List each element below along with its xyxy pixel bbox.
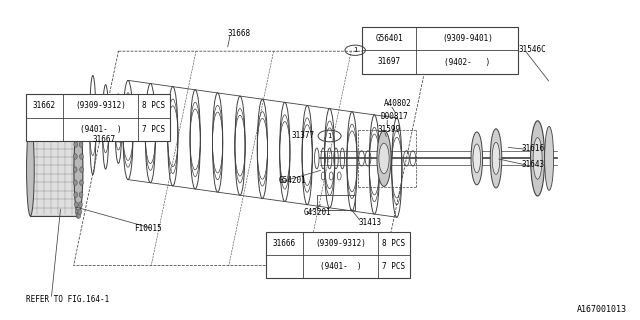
Text: 31413: 31413 <box>358 218 381 227</box>
Ellipse shape <box>76 213 80 218</box>
Text: 1: 1 <box>327 133 332 139</box>
Text: 31643: 31643 <box>522 160 545 169</box>
Text: (9309-9401): (9309-9401) <box>442 34 493 43</box>
Ellipse shape <box>377 130 391 186</box>
Text: F10015: F10015 <box>134 224 162 233</box>
Bar <box>266 232 410 278</box>
Text: 31668: 31668 <box>227 29 250 38</box>
Text: A167001013: A167001013 <box>577 305 627 314</box>
Ellipse shape <box>77 213 81 218</box>
Ellipse shape <box>76 121 80 126</box>
Text: 31546C: 31546C <box>518 45 546 54</box>
Text: 8 PCS: 8 PCS <box>142 101 165 110</box>
Text: 7 PCS: 7 PCS <box>142 125 165 134</box>
Ellipse shape <box>74 154 77 159</box>
Ellipse shape <box>74 192 77 197</box>
Text: 1: 1 <box>353 47 358 53</box>
Text: G56401: G56401 <box>375 34 403 43</box>
Text: (9309-9312): (9309-9312) <box>75 101 126 110</box>
Ellipse shape <box>379 143 389 173</box>
Text: 31667: 31667 <box>93 135 116 144</box>
Ellipse shape <box>492 142 500 174</box>
Text: G43201: G43201 <box>304 208 332 217</box>
Ellipse shape <box>79 202 83 207</box>
Ellipse shape <box>79 167 83 172</box>
Ellipse shape <box>78 209 82 215</box>
Text: 31666: 31666 <box>273 239 296 248</box>
Text: 31616: 31616 <box>522 144 545 153</box>
Text: D00817: D00817 <box>381 112 408 121</box>
Ellipse shape <box>531 121 545 196</box>
Text: (9402-   ): (9402- ) <box>444 58 491 67</box>
Ellipse shape <box>79 192 83 197</box>
Text: 31377: 31377 <box>291 132 314 140</box>
Text: (9401-  ): (9401- ) <box>79 125 122 134</box>
Bar <box>362 27 518 74</box>
Text: REFER TO FIG.164-1: REFER TO FIG.164-1 <box>26 295 109 304</box>
Ellipse shape <box>490 129 502 188</box>
Text: G54201: G54201 <box>278 176 306 185</box>
Bar <box>26 94 170 141</box>
Ellipse shape <box>74 142 77 147</box>
Text: 7 PCS: 7 PCS <box>382 262 405 271</box>
Text: (9309-9312): (9309-9312) <box>315 239 366 248</box>
Ellipse shape <box>79 142 83 147</box>
Ellipse shape <box>74 202 78 207</box>
Ellipse shape <box>74 132 78 137</box>
Ellipse shape <box>473 144 481 173</box>
Text: 31697: 31697 <box>378 58 401 67</box>
Ellipse shape <box>77 121 81 126</box>
Text: 31599: 31599 <box>378 125 401 134</box>
Ellipse shape <box>75 209 79 215</box>
Ellipse shape <box>471 132 483 185</box>
Ellipse shape <box>73 167 77 172</box>
Text: 8 PCS: 8 PCS <box>382 239 405 248</box>
Text: A40802: A40802 <box>384 100 412 108</box>
Text: (9401-  ): (9401- ) <box>319 262 362 271</box>
Ellipse shape <box>79 132 83 137</box>
Ellipse shape <box>75 124 79 130</box>
Ellipse shape <box>74 180 77 186</box>
Text: 31662: 31662 <box>33 101 56 110</box>
Ellipse shape <box>79 180 83 186</box>
Ellipse shape <box>533 138 542 179</box>
Ellipse shape <box>74 123 83 216</box>
Ellipse shape <box>545 126 554 190</box>
Ellipse shape <box>27 123 35 216</box>
Ellipse shape <box>78 124 82 130</box>
Ellipse shape <box>79 154 83 159</box>
